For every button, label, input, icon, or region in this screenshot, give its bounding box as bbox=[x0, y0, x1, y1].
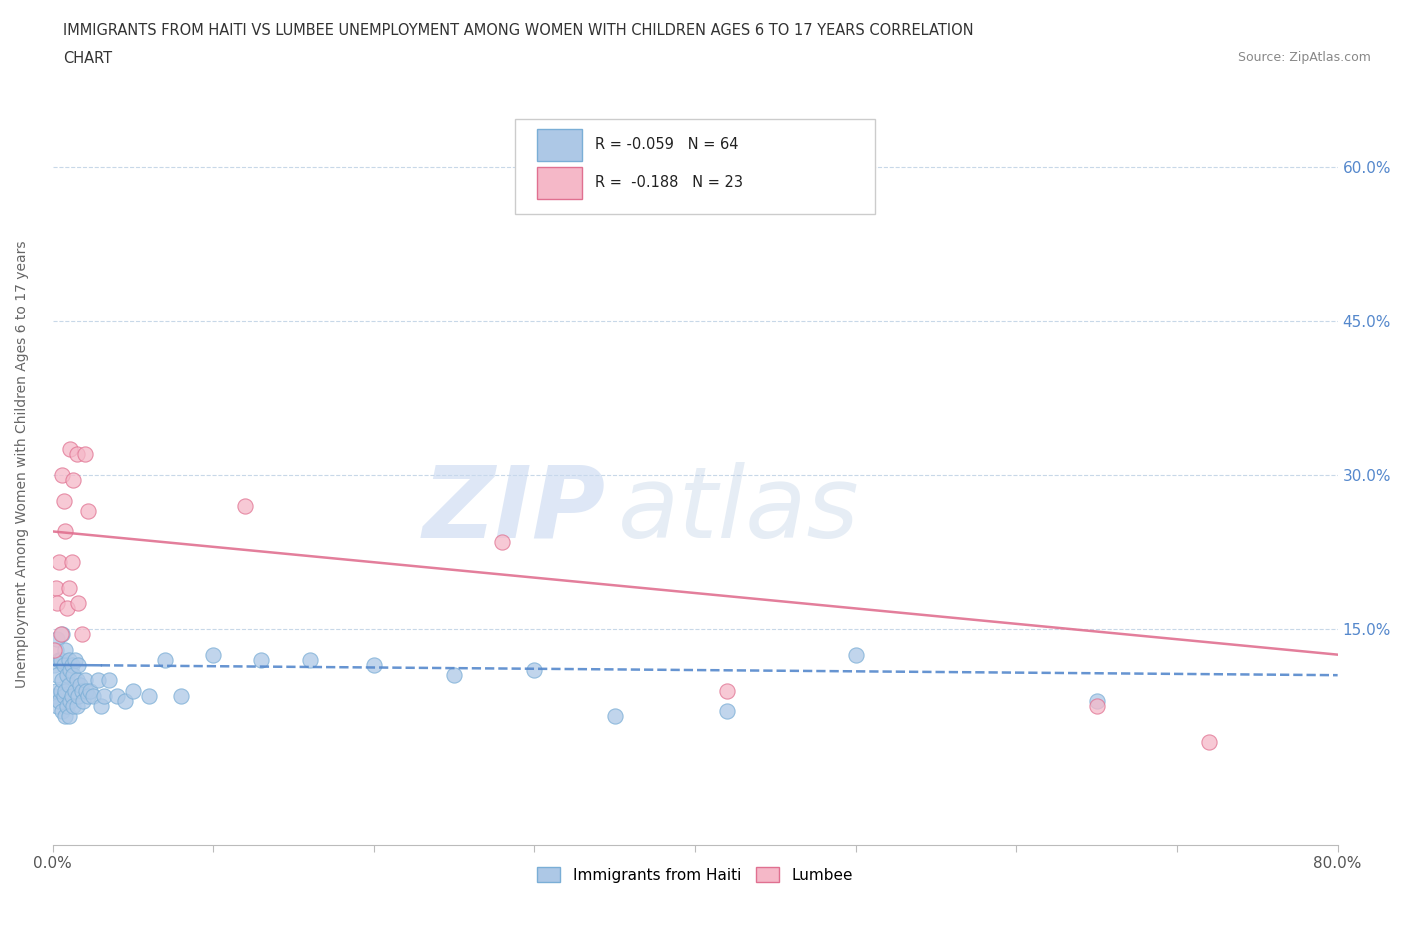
Point bbox=[66, 673, 89, 688]
Point bbox=[1085, 698, 1108, 713]
Point bbox=[58, 709, 80, 724]
Point bbox=[202, 647, 225, 662]
Point bbox=[69, 678, 91, 693]
Point bbox=[51, 468, 73, 483]
Legend: Immigrants from Haiti, Lumbee: Immigrants from Haiti, Lumbee bbox=[530, 859, 860, 890]
Point bbox=[48, 555, 70, 570]
Point bbox=[66, 447, 89, 462]
Point bbox=[70, 684, 93, 698]
Point bbox=[51, 704, 73, 719]
FancyBboxPatch shape bbox=[515, 119, 875, 214]
Point bbox=[44, 642, 66, 657]
Point bbox=[46, 596, 69, 611]
Point bbox=[46, 698, 69, 713]
Point bbox=[48, 694, 70, 709]
Text: R = -0.059   N = 64: R = -0.059 N = 64 bbox=[595, 138, 738, 153]
Point bbox=[66, 698, 89, 713]
Point bbox=[603, 709, 626, 724]
Point bbox=[60, 658, 83, 672]
Point bbox=[79, 684, 101, 698]
Point bbox=[52, 688, 75, 703]
Point bbox=[363, 658, 385, 672]
Point bbox=[62, 472, 84, 487]
Point bbox=[491, 534, 513, 549]
Text: CHART: CHART bbox=[63, 51, 112, 66]
Point bbox=[77, 503, 100, 518]
Point bbox=[1085, 694, 1108, 709]
Point bbox=[67, 596, 90, 611]
Point bbox=[51, 673, 73, 688]
Point bbox=[46, 631, 69, 646]
Point bbox=[60, 555, 83, 570]
Point bbox=[170, 688, 193, 703]
Point bbox=[75, 684, 97, 698]
Point bbox=[70, 627, 93, 642]
Point bbox=[55, 684, 77, 698]
Point bbox=[86, 673, 108, 688]
Point bbox=[82, 688, 104, 703]
Point bbox=[48, 652, 70, 667]
Point bbox=[845, 647, 868, 662]
Bar bbox=[537, 129, 582, 161]
Point bbox=[51, 627, 73, 642]
Point bbox=[250, 652, 273, 667]
Point bbox=[67, 688, 90, 703]
Point bbox=[49, 652, 72, 667]
Point bbox=[716, 704, 738, 719]
Point bbox=[105, 688, 128, 703]
Point bbox=[72, 694, 94, 709]
Point bbox=[58, 652, 80, 667]
Point bbox=[45, 580, 67, 595]
Point bbox=[59, 694, 82, 709]
Text: Source: ZipAtlas.com: Source: ZipAtlas.com bbox=[1237, 51, 1371, 64]
Point bbox=[298, 652, 321, 667]
Point bbox=[1198, 735, 1220, 750]
Point bbox=[63, 652, 86, 667]
Point bbox=[45, 642, 67, 657]
Point bbox=[67, 658, 90, 672]
Point bbox=[49, 627, 72, 642]
Point bbox=[55, 709, 77, 724]
Text: atlas: atlas bbox=[619, 462, 859, 559]
Point bbox=[138, 688, 160, 703]
Point bbox=[55, 642, 77, 657]
Point bbox=[114, 694, 136, 709]
Y-axis label: Unemployment Among Women with Children Ages 6 to 17 years: Unemployment Among Women with Children A… bbox=[15, 241, 30, 688]
Point bbox=[73, 447, 96, 462]
Point bbox=[59, 662, 82, 677]
Point bbox=[55, 524, 77, 538]
Point bbox=[44, 688, 66, 703]
Point bbox=[77, 688, 100, 703]
Point bbox=[58, 678, 80, 693]
Point bbox=[49, 684, 72, 698]
Point bbox=[45, 684, 67, 698]
Point bbox=[60, 688, 83, 703]
Point bbox=[52, 658, 75, 672]
Point bbox=[63, 684, 86, 698]
Point bbox=[46, 668, 69, 683]
Point bbox=[73, 673, 96, 688]
Point bbox=[443, 668, 465, 683]
Point bbox=[97, 673, 120, 688]
Point bbox=[716, 684, 738, 698]
Point bbox=[56, 601, 79, 616]
Point bbox=[56, 668, 79, 683]
Point bbox=[58, 580, 80, 595]
Point bbox=[52, 493, 75, 508]
Point bbox=[59, 442, 82, 457]
Bar bbox=[537, 166, 582, 199]
Text: IMMIGRANTS FROM HAITI VS LUMBEE UNEMPLOYMENT AMONG WOMEN WITH CHILDREN AGES 6 TO: IMMIGRANTS FROM HAITI VS LUMBEE UNEMPLOY… bbox=[63, 23, 974, 38]
Point bbox=[122, 684, 145, 698]
Text: R =  -0.188   N = 23: R = -0.188 N = 23 bbox=[595, 175, 742, 191]
Point bbox=[62, 668, 84, 683]
Point bbox=[93, 688, 115, 703]
Point bbox=[90, 698, 112, 713]
Point bbox=[62, 698, 84, 713]
Point bbox=[235, 498, 257, 513]
Text: ZIP: ZIP bbox=[422, 462, 605, 559]
Point bbox=[44, 658, 66, 672]
Point bbox=[153, 652, 176, 667]
Point bbox=[56, 698, 79, 713]
Point bbox=[523, 662, 546, 677]
